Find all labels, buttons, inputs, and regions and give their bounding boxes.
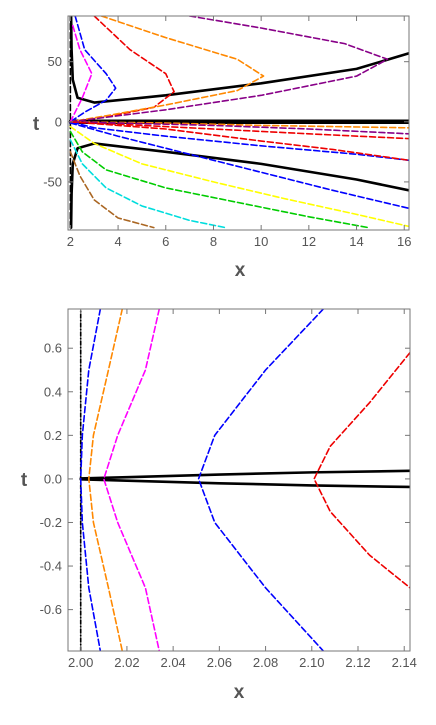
x-tick-label: 16: [397, 234, 411, 249]
y-axis-label: t: [33, 114, 40, 135]
x-axis-label: x: [235, 260, 246, 281]
x-tick-label: 4: [114, 234, 121, 249]
series-line-2: [79, 478, 410, 489]
series-line-3: [79, 309, 102, 651]
plot-frame: [67, 15, 410, 231]
series-line-7: [313, 351, 410, 589]
x-tick-label: 14: [349, 234, 363, 249]
y-tick-label: 0.6: [44, 341, 62, 356]
series-line-7: [69, 16, 409, 129]
bottom-panel: 2.00 2.02 2.04 2.06 2.08 2.10 2.12 2.14 -0.6 -0.4…: [21, 308, 417, 703]
y-tick-label: 0.2: [44, 428, 62, 443]
y-tick-label: -0.4: [40, 559, 62, 574]
series-line-14: [69, 139, 227, 229]
series-line-0: [69, 16, 409, 104]
series-line-9: [69, 24, 93, 123]
y-axis-label: t: [21, 470, 28, 491]
x-tick-label: 6: [162, 234, 169, 249]
x-tick-label: 12: [302, 234, 316, 249]
series-line-1: [79, 469, 410, 480]
y-tick-label: -50: [43, 174, 62, 189]
y-tick-label: 0.4: [44, 384, 62, 399]
y-tick-label: 0: [55, 114, 62, 129]
x-tick-label: 2.12: [345, 655, 370, 670]
series-line-5: [69, 16, 409, 162]
x-tick-label: 2: [67, 234, 74, 249]
series-line-10: [69, 130, 370, 229]
x-tick-label: 8: [210, 234, 217, 249]
series-group: [79, 309, 410, 651]
y-tick-label: 0.0: [44, 471, 62, 486]
series-line-5: [103, 309, 161, 651]
x-tick-label: 2.10: [299, 655, 324, 670]
x-tick-label: 2.08: [253, 655, 278, 670]
x-tick-label: 2.02: [114, 655, 139, 670]
plot-frame: [67, 308, 411, 652]
series-line-11: [69, 125, 409, 228]
top-panel: 2 4 6 8 10 12 14 16 -50 0 50 x t: [33, 15, 411, 281]
x-tick-label: 2.00: [68, 655, 93, 670]
x-tick-label: 2.04: [160, 655, 185, 670]
x-tick-label: 10: [254, 234, 268, 249]
series-line-13: [69, 121, 409, 162]
series-line-15: [69, 151, 155, 229]
y-tick-label: 50: [48, 54, 62, 69]
y-tick-label: -0.6: [40, 602, 62, 617]
x-tick-label: 2.06: [207, 655, 232, 670]
series-line-6: [197, 309, 325, 651]
y-tick-label: -0.2: [40, 515, 62, 530]
series-group: [69, 16, 409, 229]
series-line-12: [69, 122, 409, 210]
x-tick-label: 2.14: [392, 655, 417, 670]
x-axis-label: x: [234, 682, 245, 703]
series-line-4: [88, 309, 124, 651]
series-line-8: [69, 16, 409, 135]
